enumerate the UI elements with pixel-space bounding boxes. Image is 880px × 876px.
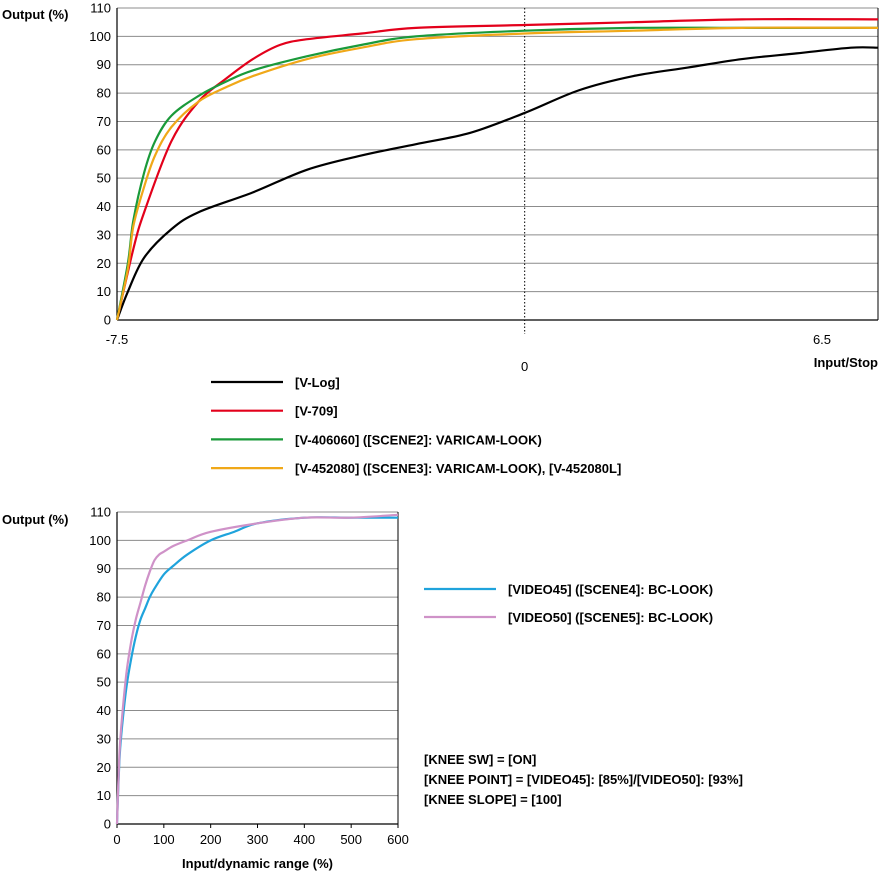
legend-label: [VIDEO50] ([SCENE5]: BC-LOOK) xyxy=(508,610,713,625)
legend-label: [V-406060] ([SCENE2]: VARICAM-LOOK) xyxy=(295,432,542,447)
x-tick-label: 600 xyxy=(387,832,409,847)
y-tick-label: 100 xyxy=(89,29,111,44)
series-line xyxy=(115,26,878,321)
y-tick-label: 90 xyxy=(97,57,111,72)
y-tick-label: 20 xyxy=(97,760,111,775)
note-knee-point: [KNEE POINT] = [VIDEO45]: [85%]/[VIDEO50… xyxy=(424,772,743,787)
y-tick-label: 80 xyxy=(97,86,111,101)
y-tick-label: 40 xyxy=(97,199,111,214)
y-tick-label: 70 xyxy=(97,618,111,633)
y-tick-label: 100 xyxy=(89,533,111,548)
y-tick-label: 80 xyxy=(97,590,111,605)
bottom-knee-chart: 0 10 20 30 40 50 60 70 80 90 100 110 Output (%) 0 100 2… xyxy=(2,505,713,872)
x-axis-label: Input/dynamic range (%) xyxy=(182,856,333,871)
y-tick-label: 90 xyxy=(97,561,111,576)
legend-label: [VIDEO45] ([SCENE4]: BC-LOOK) xyxy=(508,582,713,597)
y-tick-label: 0 xyxy=(104,817,111,832)
note-knee-slope: [KNEE SLOPE] = [100] xyxy=(424,792,562,807)
y-tick-label: 50 xyxy=(97,675,111,690)
y-tick-label: 70 xyxy=(97,114,111,129)
y-axis-label: Output (%) xyxy=(2,512,68,527)
x-tick-label: 100 xyxy=(153,832,175,847)
top-gamma-chart: 0 10 20 30 40 50 60 70 80 90 100 110 Output (%) -7.5 0… xyxy=(2,1,879,476)
x-tick-label: 500 xyxy=(340,832,362,847)
y-tick-label: 50 xyxy=(97,171,111,186)
x-tick-label: 300 xyxy=(247,832,269,847)
y-tick-label: 10 xyxy=(97,788,111,803)
series-line xyxy=(115,18,879,321)
legend-label: [V-709] xyxy=(295,404,338,419)
y-tick-label: 110 xyxy=(90,505,111,520)
y-tick-label: 0 xyxy=(104,313,111,328)
series-line xyxy=(115,516,398,825)
y-axis-label: Output (%) xyxy=(2,7,68,22)
series-line xyxy=(115,513,399,825)
series-line xyxy=(115,46,879,321)
series-line xyxy=(115,26,879,321)
y-tick-label: 10 xyxy=(97,284,111,299)
y-tick-label: 60 xyxy=(97,142,111,157)
x-tick-label: 200 xyxy=(200,832,222,847)
y-tick-label: 60 xyxy=(97,646,111,661)
y-tick-label: 20 xyxy=(97,256,111,271)
y-tick-label: 30 xyxy=(97,731,111,746)
note-knee-sw: [KNEE SW] = [ON] xyxy=(424,752,537,767)
x-axis-label: Input/Stop xyxy=(814,355,878,370)
x-tick-label: 0 xyxy=(113,832,120,847)
x-tick-label: 400 xyxy=(293,832,315,847)
legend-label: [V-452080] ([SCENE3]: VARICAM-LOOK), [V-… xyxy=(295,461,621,476)
y-tick-label: 30 xyxy=(97,227,111,242)
x-tick-label: -7.5 xyxy=(106,332,128,347)
y-tick-label: 110 xyxy=(90,1,111,16)
legend-label: [V-Log] xyxy=(295,375,340,390)
x-tick-label: 6.5 xyxy=(813,332,831,347)
y-tick-label: 40 xyxy=(97,703,111,718)
x-tick-label: 0 xyxy=(521,359,528,374)
